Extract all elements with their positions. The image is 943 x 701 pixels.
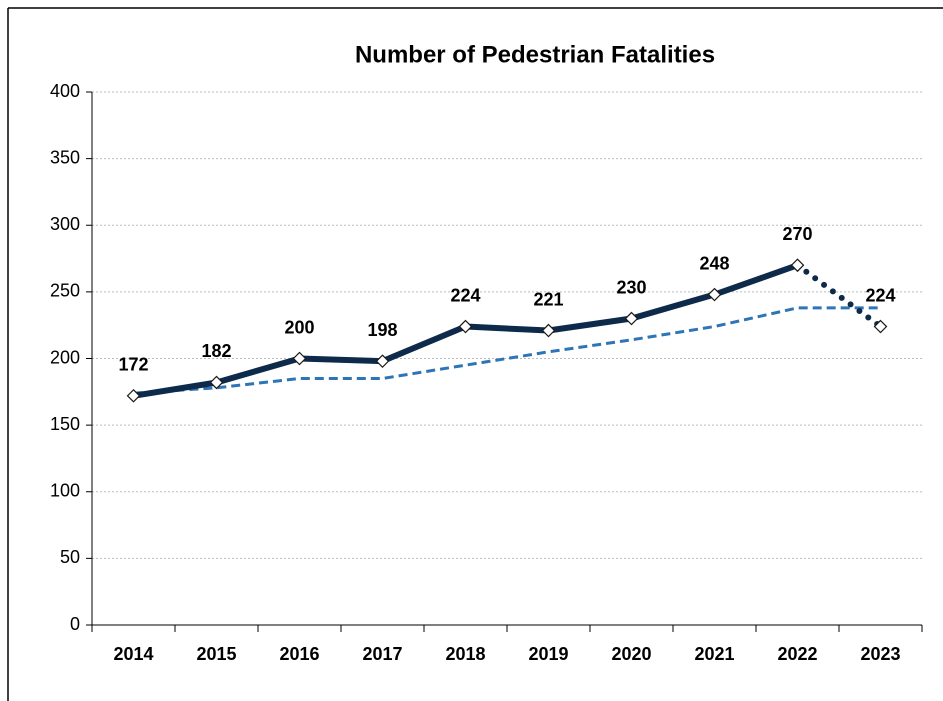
data-label: 200 <box>284 317 314 337</box>
x-tick-label: 2017 <box>362 644 402 664</box>
data-label: 230 <box>616 277 646 297</box>
y-tick-label: 400 <box>50 81 80 101</box>
marker <box>541 323 556 338</box>
y-tick-label: 200 <box>50 347 80 367</box>
x-tick-label: 2016 <box>279 644 319 664</box>
x-tick-label: 2014 <box>113 644 153 664</box>
marker <box>458 319 473 334</box>
data-label: 224 <box>865 285 895 305</box>
data-label: 224 <box>450 285 480 305</box>
y-tick-label: 100 <box>50 481 80 501</box>
data-label: 198 <box>367 320 397 340</box>
x-tick-label: 2019 <box>528 644 568 664</box>
y-tick-label: 150 <box>50 414 80 434</box>
y-tick-label: 250 <box>50 281 80 301</box>
marker <box>873 319 888 334</box>
x-tick-label: 2020 <box>611 644 651 664</box>
x-tick-label: 2021 <box>694 644 734 664</box>
marker <box>375 354 390 369</box>
data-label: 248 <box>699 253 729 273</box>
marker <box>209 375 224 390</box>
marker <box>790 258 805 273</box>
data-label: 221 <box>533 289 563 309</box>
marker <box>707 287 722 302</box>
x-tick-label: 2022 <box>777 644 817 664</box>
x-tick-label: 2023 <box>860 644 900 664</box>
marker <box>292 351 307 366</box>
marker <box>126 388 141 403</box>
marker <box>624 311 639 326</box>
chart-title: Number of Pedestrian Fatalities <box>355 41 715 68</box>
data-label: 182 <box>201 341 231 361</box>
trend-line <box>133 306 881 395</box>
data-label: 270 <box>782 224 812 244</box>
data-label: 172 <box>118 355 148 375</box>
dotted-segment <box>794 262 884 330</box>
y-tick-label: 300 <box>50 214 80 234</box>
y-tick-label: 350 <box>50 147 80 167</box>
y-tick-label: 0 <box>70 614 80 634</box>
y-tick-label: 50 <box>60 547 80 567</box>
x-tick-label: 2015 <box>196 644 236 664</box>
x-tick-label: 2018 <box>445 644 485 664</box>
